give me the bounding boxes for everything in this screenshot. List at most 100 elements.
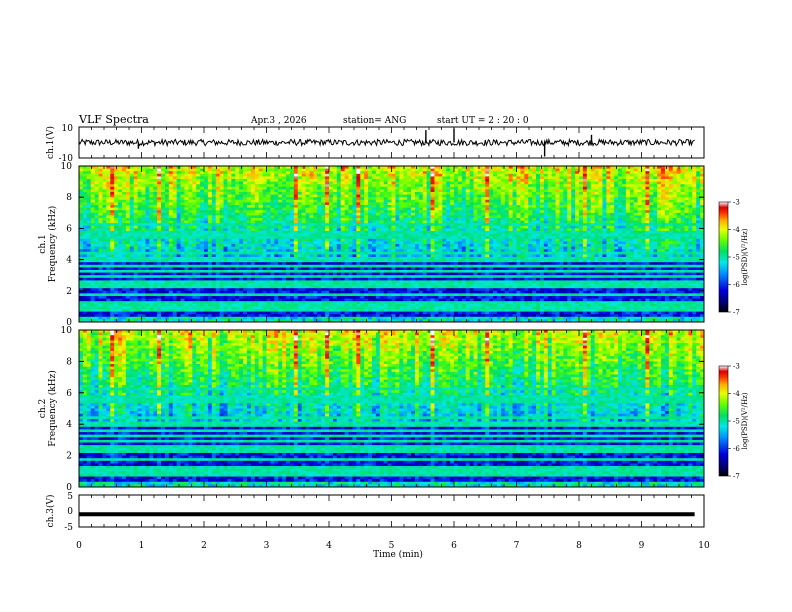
- spec-cell: [399, 194, 404, 198]
- spec-cell: [125, 194, 131, 198]
- spec-cell: [86, 212, 92, 216]
- spec-cell: [508, 173, 513, 177]
- spec-cell: [426, 194, 431, 198]
- spec-cell: [590, 181, 596, 185]
- spec-cell: [461, 236, 467, 240]
- spec-cell: [633, 207, 638, 211]
- spec-cell: [200, 210, 205, 214]
- spec-cell: [332, 186, 338, 190]
- spec-cell: [282, 218, 287, 221]
- spec-cell: [403, 202, 408, 206]
- spec-cell: [657, 186, 662, 190]
- spec-cell: [223, 192, 228, 195]
- spec-cell: [153, 181, 158, 185]
- spec-cell: [524, 225, 529, 229]
- spec-cell: [500, 231, 506, 234]
- spec-cell: [442, 179, 447, 182]
- spec-cell: [235, 197, 240, 201]
- spec-cell: [235, 212, 240, 216]
- spec-cell: [161, 168, 166, 172]
- spec-cell: [239, 212, 244, 216]
- spec-cell: [516, 210, 521, 214]
- spec-cell: [321, 212, 326, 216]
- spec-cell: [430, 168, 435, 172]
- spec-cell: [141, 241, 146, 245]
- spec-cell: [477, 212, 482, 216]
- spec-cell: [618, 173, 623, 177]
- spec-cell: [649, 171, 654, 175]
- spec-cell: [414, 205, 420, 208]
- spec-cell: [368, 218, 373, 221]
- spec-cell: [539, 184, 545, 188]
- spec-cell: [239, 192, 244, 195]
- spec-cell: [395, 194, 400, 198]
- spec-cell: [571, 181, 576, 185]
- spec-cell: [481, 223, 486, 227]
- spec-cell: [489, 236, 494, 240]
- spec-cell: [422, 192, 428, 195]
- spec-cell: [231, 241, 236, 245]
- spec-cell: [223, 199, 228, 203]
- spec-cell: [157, 210, 162, 214]
- spec-cell: [629, 212, 635, 216]
- spec-cell: [649, 202, 654, 206]
- spec-cell: [258, 207, 263, 211]
- spec-cell: [512, 238, 517, 242]
- spec-cell: [118, 168, 123, 172]
- spec-cell: [516, 171, 521, 175]
- spec-cell: [621, 202, 627, 206]
- spec-cell: [282, 171, 287, 175]
- spec-cell: [668, 225, 674, 229]
- spec-cell: [496, 184, 502, 188]
- spec-cell: [141, 238, 146, 242]
- spec-cell: [602, 173, 607, 177]
- spec-cell: [207, 223, 213, 227]
- spec-cell: [504, 220, 510, 224]
- spec-cell: [668, 194, 674, 198]
- spec-cell: [579, 236, 584, 240]
- spec-cell: [356, 241, 361, 245]
- spec-cell: [141, 215, 146, 219]
- spec-cell: [575, 238, 580, 242]
- spec-cell: [129, 223, 135, 227]
- spec-cell: [457, 244, 463, 247]
- spec-cell: [618, 192, 623, 195]
- spec-cell: [575, 241, 580, 245]
- spec-cell: [184, 186, 189, 190]
- spec-cell: [629, 173, 635, 177]
- spec-cell: [239, 244, 244, 247]
- spec-cell: [586, 238, 592, 242]
- spec-cell: [645, 189, 650, 193]
- spec-cell: [313, 233, 318, 237]
- spec-cell: [231, 192, 236, 195]
- spec-cell: [297, 171, 303, 175]
- spec-cell: [582, 236, 588, 240]
- spec-cell: [664, 210, 670, 214]
- spec-cell: [387, 186, 392, 190]
- spec-cell: [332, 207, 338, 211]
- spec-cell: [141, 246, 146, 250]
- spec-cell: [266, 236, 271, 240]
- spec-cell: [352, 225, 357, 229]
- spec-cell: [266, 218, 271, 221]
- spec-cell: [368, 171, 373, 175]
- spec-cell: [403, 179, 408, 182]
- spec-cell: [602, 166, 607, 169]
- spec-cell: [121, 244, 127, 247]
- spec-cell: [246, 197, 252, 201]
- spec-cell: [450, 220, 455, 224]
- spec-cell: [114, 176, 119, 180]
- spec-cell: [235, 238, 240, 242]
- spec-cell: [446, 202, 451, 206]
- spec-cell: [161, 225, 166, 229]
- spec-cell: [364, 223, 369, 227]
- spec-cell: [254, 212, 260, 216]
- spec-cell: [582, 231, 588, 234]
- spec-cell: [629, 202, 635, 206]
- spec-cell: [434, 244, 439, 247]
- spec-cell: [532, 210, 537, 214]
- spec-cell: [196, 238, 201, 242]
- spec-cell: [352, 228, 357, 232]
- spec-cell: [391, 181, 396, 185]
- spec-cell: [579, 238, 584, 242]
